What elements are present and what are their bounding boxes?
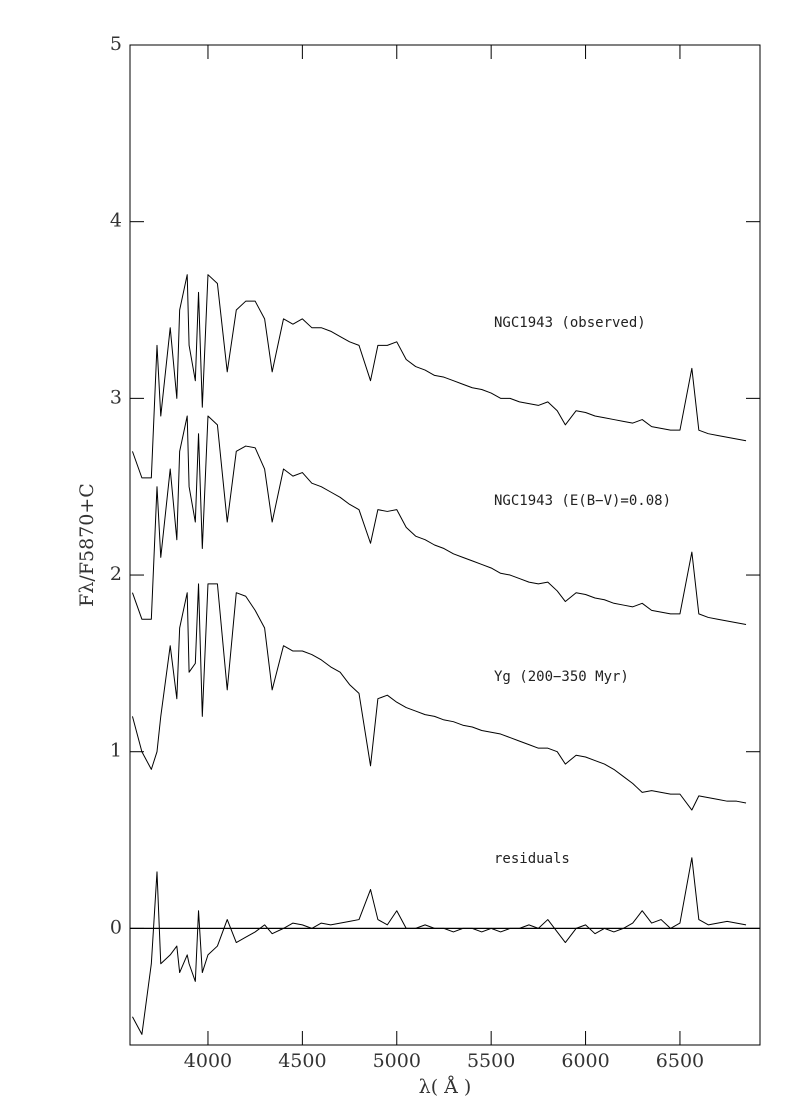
y-tick-label: 0 bbox=[110, 916, 122, 938]
x-tick-label: 6500 bbox=[656, 1050, 704, 1072]
spectrum-line bbox=[132, 857, 747, 1035]
y-tick-label: 1 bbox=[110, 740, 122, 762]
plot-frame bbox=[129, 44, 761, 1046]
series-label: NGC1943 (observed) bbox=[494, 315, 646, 331]
x-tick-label: 4000 bbox=[184, 1050, 232, 1072]
spectrum-line bbox=[131, 415, 747, 626]
y-tick-label: 4 bbox=[110, 210, 122, 232]
series-label: NGC1943 (E(B−V)=0.08) bbox=[494, 493, 671, 509]
x-tick-label: 6000 bbox=[561, 1050, 609, 1072]
y-tick-label: 5 bbox=[110, 33, 122, 55]
y-tick-label: 3 bbox=[110, 386, 122, 408]
series-label: Yg (200−350 Myr) bbox=[494, 669, 629, 685]
series-label: residuals bbox=[494, 851, 570, 867]
y-tick-label: 2 bbox=[110, 563, 122, 585]
spectrum-line bbox=[131, 583, 747, 811]
x-axis-label: λ( Å ) bbox=[419, 1076, 472, 1098]
x-tick-label: 5000 bbox=[373, 1050, 421, 1072]
x-tick-label: 5500 bbox=[467, 1050, 515, 1072]
x-tick-label: 4500 bbox=[278, 1050, 326, 1072]
y-axis-label: Fλ/F5870+C bbox=[76, 483, 98, 607]
spectrum-line bbox=[131, 274, 747, 479]
plot-area bbox=[130, 274, 760, 1035]
